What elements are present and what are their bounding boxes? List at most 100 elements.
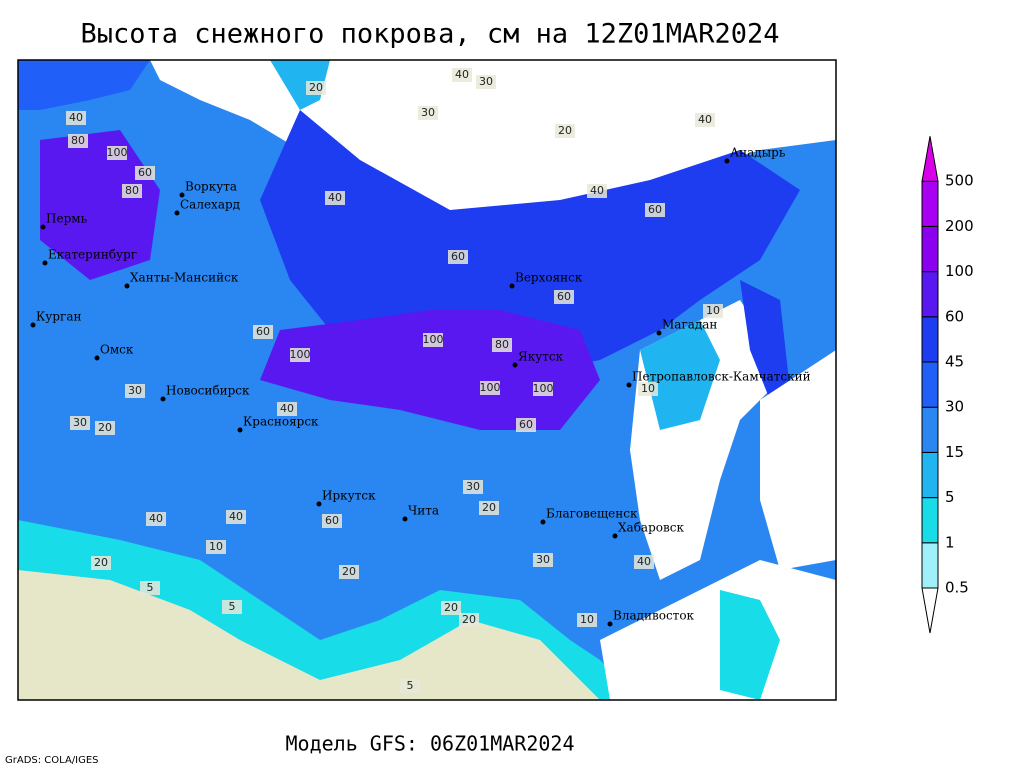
contour-label: 100: [480, 381, 501, 394]
city-dot: [237, 427, 243, 433]
contour-label: 20: [342, 565, 356, 578]
city-label: Верхоянск: [515, 271, 583, 285]
contour-label-box: [418, 106, 438, 120]
contour-label: 100: [533, 382, 554, 395]
city-dot: [40, 224, 46, 230]
contour-label: 20: [444, 601, 458, 614]
city-label: Пермь: [46, 212, 88, 226]
contour-label-box: [463, 480, 483, 494]
city-dot: [540, 519, 546, 525]
contour-label-box: [587, 184, 607, 198]
contour-label-box: [253, 325, 273, 339]
contour-label: 40: [280, 402, 294, 415]
contour-label: 40: [455, 68, 469, 81]
colorbar-bin: [921, 271, 939, 318]
colorbar-tick-label: 60: [945, 307, 964, 325]
contour-label: 5: [407, 679, 414, 692]
contour-label-box: [68, 134, 88, 148]
contour-label-box: [577, 613, 597, 627]
contour-label: 10: [706, 304, 720, 317]
city-dot: [512, 362, 518, 368]
city-label: Благовещенск: [546, 507, 638, 521]
colorbar-tick-label: 1: [945, 533, 955, 551]
colorbar-tick-label: 200: [945, 217, 974, 235]
contour-label-box: [222, 600, 242, 614]
city-label: Хабаровск: [618, 521, 684, 535]
city-dot: [42, 260, 48, 266]
colorbar-bin: [921, 497, 939, 544]
colorbar-bin: [921, 225, 939, 273]
contour-label-box: [479, 501, 499, 515]
region: [18, 60, 150, 110]
contour-label: 10: [641, 382, 655, 395]
contour-label: 30: [128, 384, 142, 397]
city-label: Анадырь: [730, 146, 786, 160]
contour-label-box: [146, 512, 166, 526]
city-dot: [656, 330, 662, 336]
city-dot: [316, 501, 322, 507]
city-dot: [612, 533, 618, 539]
city-dot: [94, 355, 100, 361]
contour-label: 40: [590, 184, 604, 197]
map-frame: [17, 59, 837, 701]
city-dot: [30, 322, 36, 328]
region: [640, 320, 720, 430]
colorbar-tick-label: 500: [945, 172, 974, 190]
colorbar-tick-label: 5: [945, 488, 955, 506]
contour-label-box: [492, 338, 512, 352]
contour-label-box: [206, 540, 226, 554]
contour-label-box: [423, 333, 443, 347]
city-label: Владивосток: [613, 609, 695, 623]
contour-label: 60: [138, 166, 152, 179]
contour-label-box: [135, 166, 155, 180]
contour-label: 40: [149, 512, 163, 525]
contour-label: 60: [451, 250, 465, 263]
contour-label: 80: [125, 184, 139, 197]
contour-label-box: [448, 250, 468, 264]
city-dot: [724, 158, 730, 164]
credit: GrADS: COLA/IGES: [5, 755, 99, 766]
colorbar-tick-label: 0.5: [945, 579, 969, 597]
contour-label: 40: [328, 191, 342, 204]
contour-label-box: [480, 381, 500, 395]
city-label: Магадан: [662, 318, 717, 332]
contour-label-box: [122, 184, 142, 198]
contour-label: 100: [107, 146, 128, 159]
contour-label-box: [441, 601, 461, 615]
contour-label: 20: [309, 81, 323, 94]
colorbar-bin: [921, 316, 939, 363]
colorbar-lower-triangle: [921, 587, 939, 634]
contour-label: 20: [482, 501, 496, 514]
city-label: Красноярск: [243, 415, 319, 429]
contour-label-box: [459, 613, 479, 627]
city-label: Воркута: [185, 180, 237, 194]
contour-label: 30: [73, 416, 87, 429]
contour-label-box: [226, 510, 246, 524]
contour-label-box: [516, 418, 536, 432]
contour-label-box: [400, 679, 420, 693]
city-dot: [174, 210, 180, 216]
contour-label-box: [325, 191, 345, 205]
colorbar-bin: [921, 406, 939, 453]
city-dot: [607, 621, 613, 627]
title: Высота снежного покрова, см на 12Z01MAR2…: [81, 19, 780, 50]
contour-label-box: [95, 421, 115, 435]
city-label: Петропавловск-Камчатский: [632, 370, 811, 384]
novaya-zemlya: [270, 60, 330, 110]
city-dot: [179, 192, 185, 198]
contour-label-box: [555, 124, 575, 138]
contour-label-box: [277, 402, 297, 416]
contour-label: 30: [421, 106, 435, 119]
city-label: Новосибирск: [166, 384, 250, 398]
city-dot: [509, 283, 515, 289]
colorbar-bin: [921, 542, 939, 589]
contour-label: 30: [479, 75, 493, 88]
contour-label: 30: [536, 553, 550, 566]
contour-label-box: [140, 581, 160, 595]
contour-label-box: [533, 382, 553, 396]
colorbar-bin: [921, 180, 939, 227]
japan: [720, 590, 780, 700]
contour-label-box: [91, 556, 111, 570]
